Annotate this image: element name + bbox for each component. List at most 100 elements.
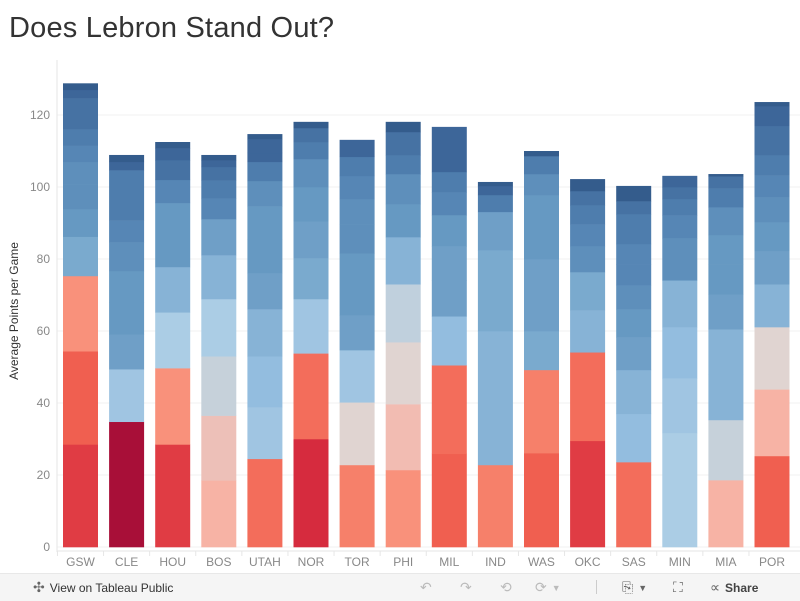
bar-segment[interactable] (63, 89, 98, 99)
bar-segment[interactable] (247, 309, 283, 357)
bar-segment[interactable] (385, 174, 421, 205)
bar-segment[interactable] (616, 462, 652, 548)
bar-segment[interactable] (339, 350, 375, 403)
bar-segment[interactable] (293, 298, 329, 354)
bar-segment[interactable] (385, 131, 421, 156)
bar-segment[interactable] (63, 161, 98, 185)
bar-segment[interactable] (524, 453, 559, 548)
bar-segment[interactable] (385, 404, 421, 471)
bar-segment[interactable] (477, 185, 513, 196)
revert-button[interactable]: ⟲ (500, 579, 512, 596)
bar-segment[interactable] (339, 156, 375, 177)
bar-segment[interactable] (708, 329, 744, 375)
bar-segment[interactable] (339, 224, 375, 254)
bar-segment[interactable] (570, 179, 606, 192)
bar-segment[interactable] (385, 203, 421, 238)
bar-segment[interactable] (524, 295, 559, 332)
bar-segment[interactable] (385, 342, 421, 405)
bar-segment[interactable] (708, 207, 744, 236)
bar-segment[interactable] (63, 351, 98, 445)
bar-segment[interactable] (63, 83, 98, 91)
bar-segment[interactable] (201, 160, 237, 168)
bar-segment[interactable] (155, 266, 191, 313)
bar-segment[interactable] (616, 214, 652, 245)
bar-segment[interactable] (63, 208, 98, 237)
bar-segment[interactable] (616, 309, 652, 338)
bar-min[interactable] (662, 175, 698, 548)
bar-segment[interactable] (247, 206, 283, 240)
bar-tor[interactable] (339, 139, 375, 548)
bar-segment[interactable] (201, 154, 237, 161)
bar-segment[interactable] (570, 246, 606, 273)
bar-segment[interactable] (570, 271, 606, 311)
bar-segment[interactable] (63, 129, 98, 146)
bar-segment[interactable] (293, 439, 329, 548)
bar-segment[interactable] (247, 152, 283, 163)
download-button[interactable]: ⎘ ▼ (622, 579, 647, 596)
bar-segment[interactable] (708, 174, 744, 177)
bar-segment[interactable] (109, 242, 145, 272)
bar-segment[interactable] (155, 142, 191, 149)
bar-sas[interactable] (616, 185, 652, 548)
bar-segment[interactable] (708, 234, 744, 265)
bar-segment[interactable] (201, 356, 237, 416)
bar-segment[interactable] (431, 280, 467, 317)
bar-segment[interactable] (339, 464, 375, 548)
bar-segment[interactable] (431, 246, 467, 281)
bar-segment[interactable] (754, 154, 790, 176)
bar-cle[interactable] (109, 154, 145, 548)
bar-segment[interactable] (63, 444, 98, 548)
bar-utah[interactable] (247, 134, 283, 548)
bar-segment[interactable] (524, 156, 559, 175)
bar-segment[interactable] (616, 369, 652, 415)
bar-segment[interactable] (708, 264, 744, 295)
bar-segment[interactable] (339, 253, 375, 316)
bar-segment[interactable] (616, 337, 652, 371)
bar-segment[interactable] (524, 194, 559, 227)
bar-segment[interactable] (247, 273, 283, 310)
bar-segment[interactable] (293, 257, 329, 300)
bar-segment[interactable] (524, 369, 559, 454)
redo-button[interactable]: ↷ (460, 579, 472, 596)
bar-segment[interactable] (662, 187, 698, 200)
share-button[interactable]: ∝ Share (710, 579, 758, 596)
bar-segment[interactable] (754, 175, 790, 198)
bar-segment[interactable] (201, 219, 237, 256)
bar-segment[interactable] (431, 192, 467, 216)
bar-segment[interactable] (570, 205, 606, 225)
bar-segment[interactable] (477, 181, 513, 187)
bar-segment[interactable] (477, 250, 513, 332)
bar-segment[interactable] (293, 158, 329, 188)
bar-segment[interactable] (385, 154, 421, 175)
bar-segment[interactable] (754, 284, 790, 328)
bar-segment[interactable] (477, 211, 513, 251)
bar-segment[interactable] (385, 469, 421, 548)
bar-segment[interactable] (616, 284, 652, 310)
bar-segment[interactable] (293, 221, 329, 259)
bar-segment[interactable] (662, 378, 698, 434)
bar-segment[interactable] (477, 464, 513, 548)
bar-segment[interactable] (293, 142, 329, 160)
bar-nor[interactable] (293, 121, 329, 548)
bar-gsw[interactable] (63, 83, 98, 548)
bar-segment[interactable] (339, 402, 375, 466)
bar-segment[interactable] (754, 125, 790, 156)
bar-segment[interactable] (109, 334, 145, 370)
bar-segment[interactable] (754, 221, 790, 252)
bar-segment[interactable] (201, 298, 237, 357)
bar-segment[interactable] (431, 215, 467, 247)
bar-segment[interactable] (385, 284, 421, 343)
bar-segment[interactable] (754, 106, 790, 127)
bar-segment[interactable] (754, 327, 790, 390)
bar-segment[interactable] (662, 175, 698, 188)
bar-segment[interactable] (293, 187, 329, 222)
bar-segment[interactable] (662, 280, 698, 328)
bar-segment[interactable] (109, 369, 145, 423)
bar-segment[interactable] (708, 294, 744, 330)
bar-segment[interactable] (63, 184, 98, 210)
bar-was[interactable] (524, 151, 559, 548)
bar-segment[interactable] (754, 251, 790, 285)
bar-segment[interactable] (385, 237, 421, 285)
bar-segment[interactable] (155, 368, 191, 445)
bar-segment[interactable] (247, 180, 283, 207)
